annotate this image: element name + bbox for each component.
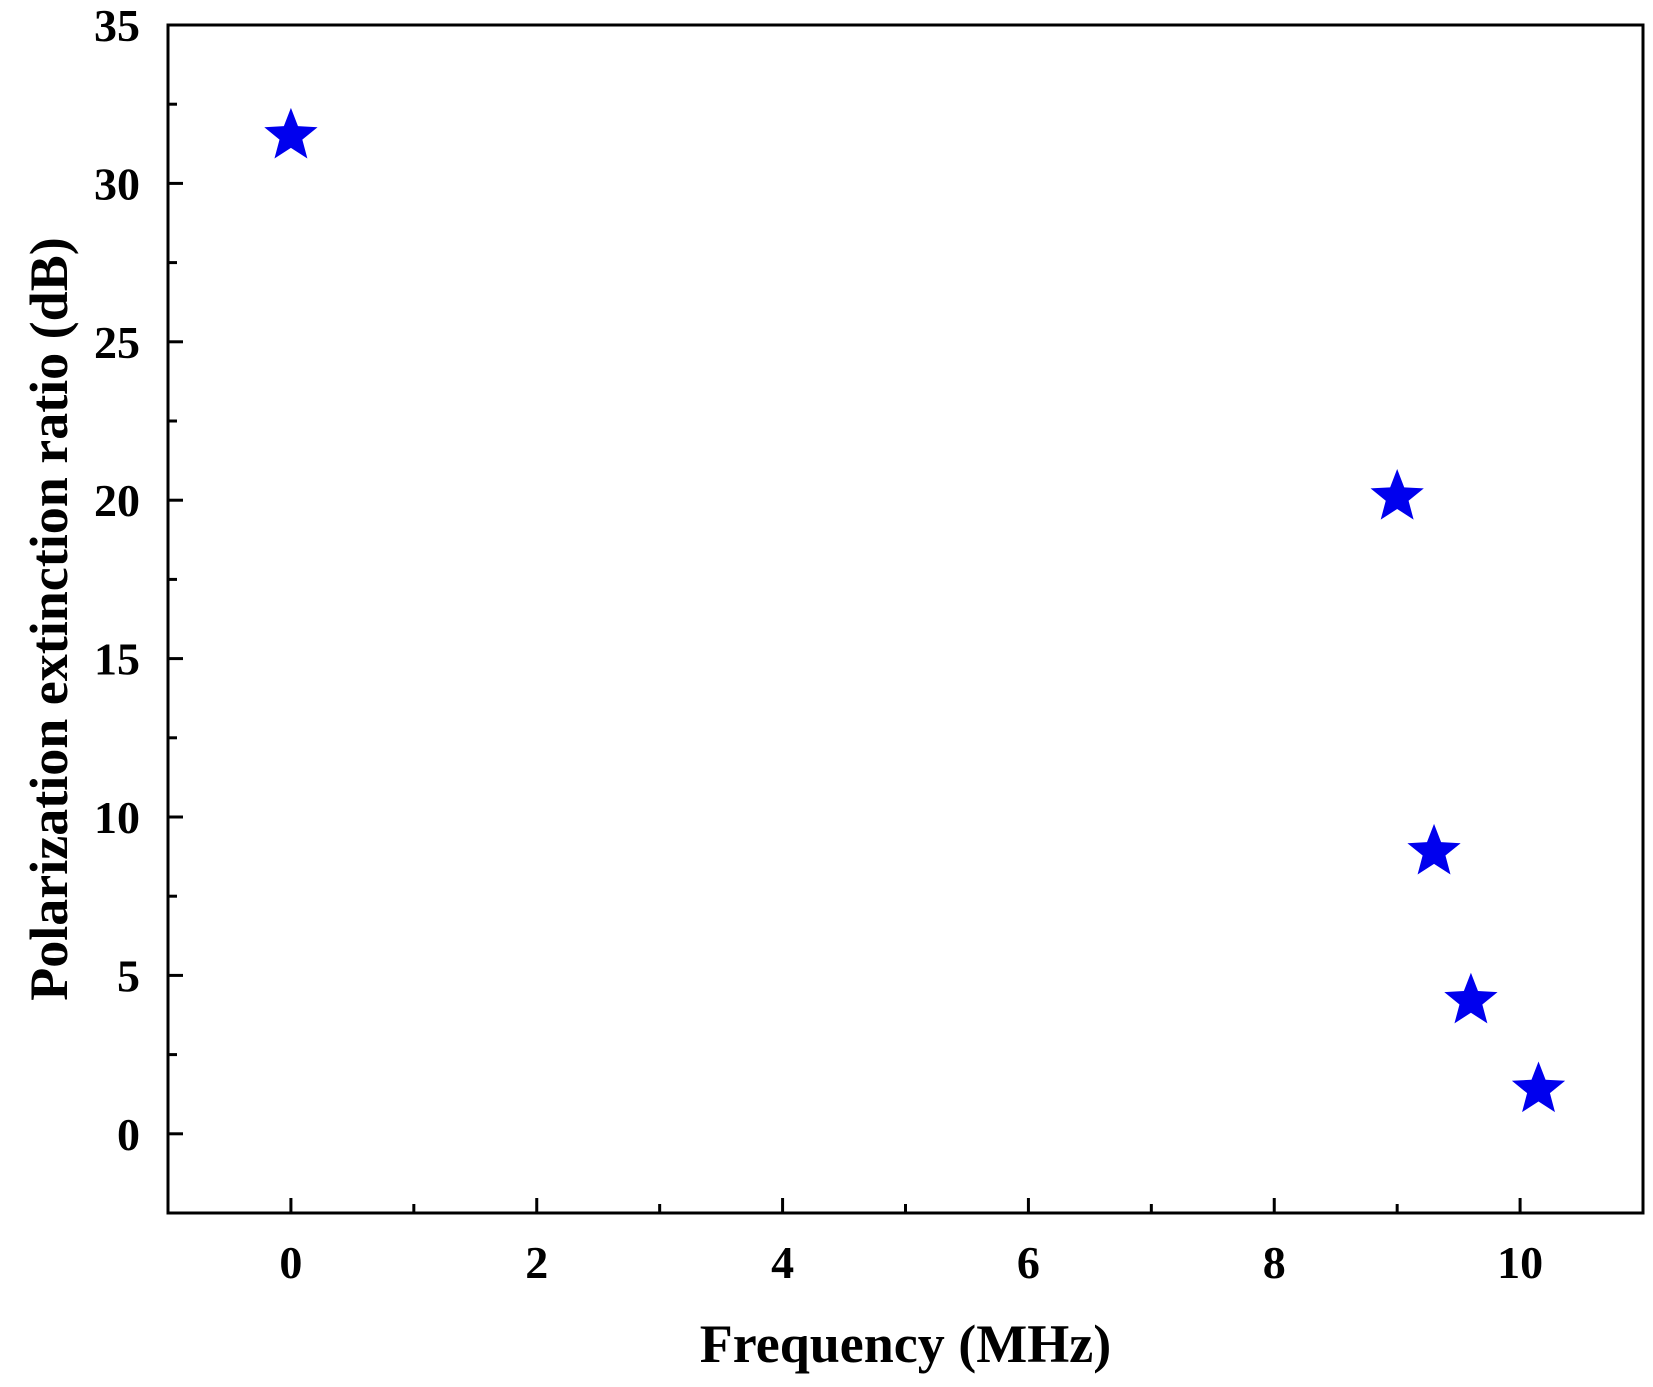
x-tick-label: 4 [771, 1237, 794, 1288]
data-points [264, 107, 1566, 1113]
x-tick-label: 6 [1017, 1237, 1040, 1288]
x-tick-label: 2 [525, 1237, 548, 1288]
x-tick-label: 0 [279, 1237, 302, 1288]
y-tick-label: 5 [117, 950, 140, 1001]
data-point-star [1444, 972, 1498, 1024]
plot-frame [166, 23, 1645, 1215]
x-axis-title: Frequency (MHz) [700, 1314, 1111, 1374]
x-tick-label: 10 [1497, 1237, 1543, 1288]
y-tick-label: 35 [94, 0, 140, 51]
x-tick-label: 8 [1263, 1237, 1286, 1288]
data-point-star [1511, 1061, 1566, 1113]
y-axis-title: Polarization extinction ratio (dB) [19, 237, 79, 1000]
data-point-star [264, 107, 318, 159]
y-tick-label: 25 [94, 317, 140, 368]
data-point-star [1370, 469, 1424, 520]
y-tick-label: 30 [94, 158, 140, 209]
y-tick-label: 10 [94, 792, 140, 843]
y-tick-label: 20 [94, 475, 140, 526]
y-tick-label: 0 [117, 1109, 140, 1160]
axis-ticks [168, 23, 1645, 1213]
y-tick-label: 15 [94, 634, 140, 685]
axis-tick-labels: 0 2 4 6 8 10 0 5 10 15 20 25 30 35 [94, 0, 1543, 1288]
data-point-star [1407, 823, 1461, 875]
